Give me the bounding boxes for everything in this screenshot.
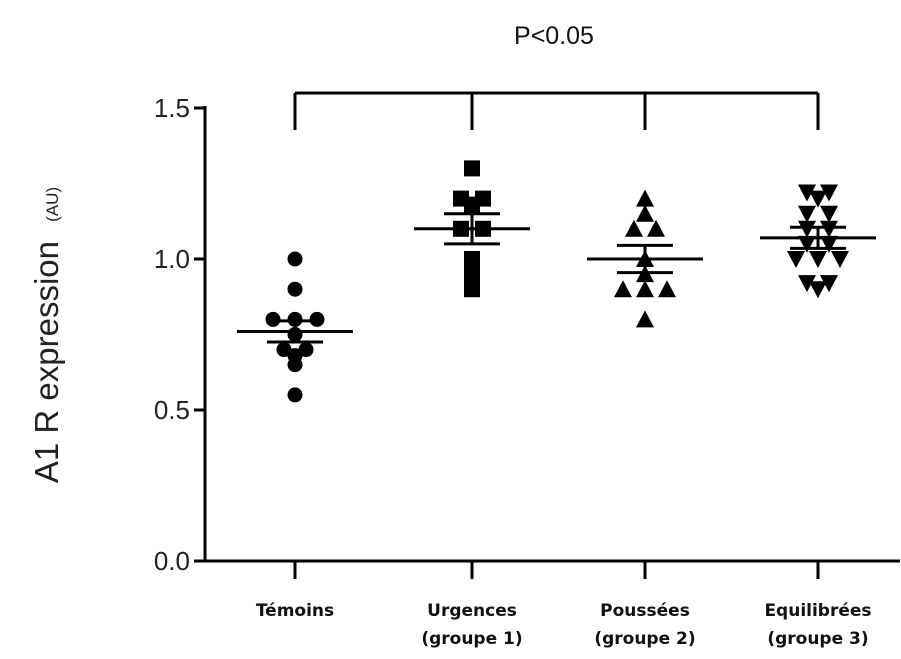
data-point [287,357,303,373]
y-tick-label: 1.5 [154,93,190,123]
x-tick-label-line: (groupe 3) [767,629,868,649]
data-point [798,235,816,253]
y-tick-label: 0.0 [154,546,190,576]
data-point [820,184,838,202]
data-point [647,219,665,237]
data-point [798,220,816,238]
data-point [636,310,654,328]
data-point [820,275,838,293]
data-point [658,280,676,298]
x-axis-labels: Témoins Urgences (groupe 1) Poussées (groupe… [256,601,872,649]
data-point [614,280,632,298]
data-point [464,160,480,177]
data-point [798,205,816,223]
svg-text:A1 R expression (AU): A1 R expression (AU) [28,187,65,483]
significance-bracket [293,91,820,130]
data-point [464,196,480,213]
data-point [787,251,805,268]
data-point [798,184,816,202]
data-points [265,160,849,403]
data-point [464,281,480,298]
y-tick-label: 0.5 [154,395,190,425]
x-tick-label: Equilibrées (groupe 3) [764,601,871,649]
data-point [287,387,303,403]
data-point [636,204,654,222]
x-tick-label-line: Témoins [256,601,334,621]
data-point [625,219,643,237]
data-point [309,311,325,327]
x-tick-label: Urgences (groupe 1) [421,601,522,649]
data-point [287,311,303,327]
data-point [265,311,281,327]
data-point [831,251,849,268]
data-point [798,275,816,293]
y-axis-label-text: A1 R expression [28,241,65,483]
data-point [464,251,480,267]
data-point [636,189,654,207]
x-tick-label-line: Equilibrées [764,601,871,621]
x-tick-label-line: Urgences [427,601,517,621]
data-point [820,220,838,238]
data-point [820,235,838,253]
x-tick-label-line: Poussées [600,601,690,621]
x-tick-label-line: (groupe 1) [421,629,522,649]
mean-sem-bars [237,212,876,344]
x-tick-label-line: (groupe 2) [594,629,695,649]
data-point [636,280,654,298]
data-point [276,342,292,358]
data-point [287,251,303,267]
y-axis-label: A1 R expression (AU) [28,187,65,483]
y-tick-label: 1.0 [154,244,190,274]
data-point [809,251,827,268]
x-tick-label: Poussées (groupe 2) [594,601,695,649]
data-point [820,205,838,223]
chart-title: P<0.05 [514,22,594,50]
x-tick-label: Témoins [256,601,334,621]
data-point [287,281,303,297]
data-point [809,190,827,208]
data-point [809,281,827,299]
y-axis-label-unit: (AU) [43,187,62,222]
data-point [464,266,480,283]
data-point [298,342,314,358]
axes: 0.0 0.5 1.0 1.5 [154,93,900,579]
